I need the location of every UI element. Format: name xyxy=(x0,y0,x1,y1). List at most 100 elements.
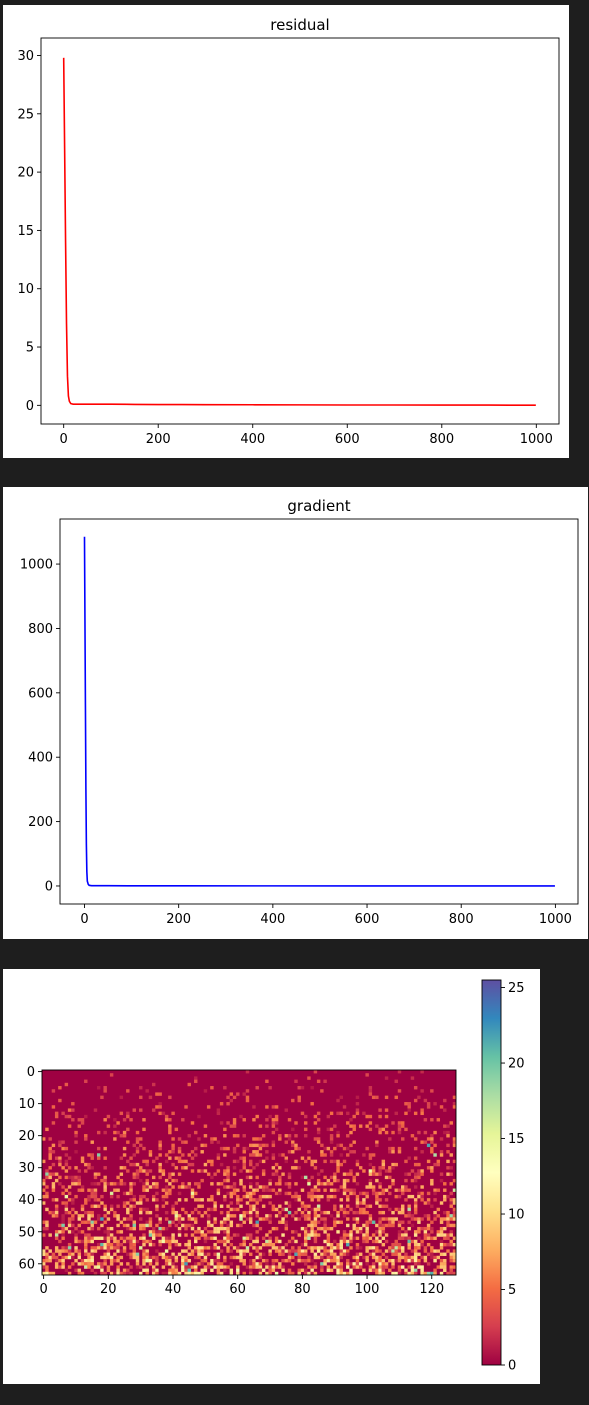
heatmap-cell xyxy=(401,1246,405,1250)
heatmap-cell xyxy=(51,1252,56,1256)
heatmap-cell xyxy=(316,1118,321,1122)
heatmap-cell xyxy=(96,1182,101,1186)
heatmap-cell xyxy=(397,1089,402,1093)
heatmap-cell xyxy=(443,1108,447,1112)
heatmap-cell xyxy=(313,1262,318,1266)
heatmap-cell xyxy=(142,1242,146,1247)
heatmap-cell xyxy=(168,1239,172,1244)
heatmap-cell xyxy=(155,1198,159,1202)
heatmap-cell xyxy=(236,1198,240,1202)
heatmap-cell xyxy=(242,1271,246,1276)
heatmap-cell xyxy=(401,1220,405,1224)
heatmap-cell xyxy=(87,1188,91,1192)
heatmap-cell xyxy=(313,1246,318,1250)
heatmap-cell xyxy=(119,1271,124,1276)
heatmap-cell xyxy=(365,1246,369,1250)
heatmap-cell xyxy=(452,1249,457,1253)
heatmap-cell xyxy=(391,1252,395,1256)
heatmap-cell xyxy=(265,1258,269,1263)
heatmap-cell xyxy=(181,1268,185,1272)
heatmap-cell xyxy=(278,1220,282,1224)
heatmap-cell xyxy=(232,1255,237,1260)
heatmap-cell xyxy=(443,1210,447,1215)
y-tick-label: 20 xyxy=(17,166,34,181)
heatmap-cell xyxy=(326,1242,331,1247)
heatmap-cell xyxy=(310,1246,314,1250)
heatmap-cell xyxy=(203,1134,208,1138)
heatmap-cell xyxy=(45,1172,49,1176)
heatmap-cell xyxy=(54,1255,59,1260)
heatmap-cell xyxy=(155,1255,159,1260)
heatmap-cell xyxy=(100,1236,104,1240)
heatmap-cell xyxy=(404,1230,408,1234)
heatmap-cell xyxy=(349,1233,353,1237)
heatmap-cell xyxy=(168,1127,172,1132)
heatmap-cell xyxy=(413,1262,418,1266)
heatmap-cell xyxy=(132,1162,136,1167)
heatmap-cell xyxy=(326,1194,331,1199)
heatmap-cell xyxy=(96,1086,101,1090)
heatmap-cell xyxy=(142,1233,146,1237)
heatmap-cell xyxy=(258,1252,263,1256)
heatmap-cell xyxy=(391,1162,395,1167)
heatmap-cell xyxy=(142,1239,146,1244)
heatmap-cell xyxy=(84,1114,88,1119)
heatmap-cell xyxy=(174,1268,179,1272)
heatmap-cell xyxy=(67,1210,72,1215)
heatmap-cell xyxy=(194,1146,198,1151)
heatmap-cell xyxy=(67,1255,72,1260)
heatmap-cell xyxy=(430,1252,434,1256)
x-tick-label: 120 xyxy=(419,1282,444,1297)
heatmap-cell xyxy=(313,1207,318,1212)
heatmap-cell xyxy=(391,1210,395,1215)
heatmap-cell xyxy=(307,1223,311,1228)
heatmap-cell xyxy=(320,1182,324,1186)
heatmap-cell xyxy=(355,1194,360,1199)
heatmap-cell xyxy=(449,1268,453,1272)
heatmap-cell xyxy=(443,1268,447,1272)
heatmap-cell xyxy=(446,1233,450,1237)
heatmap-cell xyxy=(194,1130,198,1135)
heatmap-cell xyxy=(378,1185,382,1189)
heatmap-cell xyxy=(106,1182,111,1186)
heatmap-cell xyxy=(413,1185,418,1189)
heatmap-cell xyxy=(245,1217,250,1221)
heatmap-cell xyxy=(249,1210,253,1215)
heatmap-cell xyxy=(181,1258,185,1263)
heatmap-cell xyxy=(378,1108,382,1112)
heatmap-cell xyxy=(210,1223,214,1228)
heatmap-cell xyxy=(255,1214,259,1218)
heatmap-cell xyxy=(64,1268,69,1272)
heatmap-cell xyxy=(210,1162,214,1167)
heatmap-cell xyxy=(200,1271,204,1276)
heatmap-cell xyxy=(42,1262,46,1266)
heatmap-cell xyxy=(287,1118,292,1122)
heatmap-cell xyxy=(206,1207,211,1212)
heatmap-cell xyxy=(426,1191,431,1196)
heatmap-cell xyxy=(336,1268,340,1272)
heatmap-cell xyxy=(226,1146,230,1151)
heatmap-cell xyxy=(158,1220,162,1224)
heatmap-cell xyxy=(194,1262,198,1266)
heatmap-cell xyxy=(210,1268,214,1272)
heatmap-cell xyxy=(300,1111,305,1116)
heatmap-cell xyxy=(358,1246,363,1250)
heatmap-cell xyxy=(145,1162,149,1167)
heatmap-cell xyxy=(242,1242,246,1247)
heatmap-cell xyxy=(103,1252,107,1256)
heatmap-cell xyxy=(326,1233,331,1237)
heatmap-cell xyxy=(54,1214,59,1218)
heatmap-cell xyxy=(96,1246,101,1250)
plot-frame xyxy=(40,37,560,425)
heatmap-cell xyxy=(236,1092,240,1096)
heatmap-cell xyxy=(54,1204,59,1208)
heatmap-cell xyxy=(245,1194,250,1199)
heatmap-cell xyxy=(391,1262,395,1266)
heatmap-cell xyxy=(391,1258,395,1263)
heatmap-cell xyxy=(378,1172,382,1176)
heatmap-cell xyxy=(336,1214,340,1218)
heatmap-cell xyxy=(313,1137,318,1141)
heatmap-cell xyxy=(187,1252,191,1256)
heatmap-cell xyxy=(443,1217,447,1221)
heatmap-cell xyxy=(362,1153,366,1157)
